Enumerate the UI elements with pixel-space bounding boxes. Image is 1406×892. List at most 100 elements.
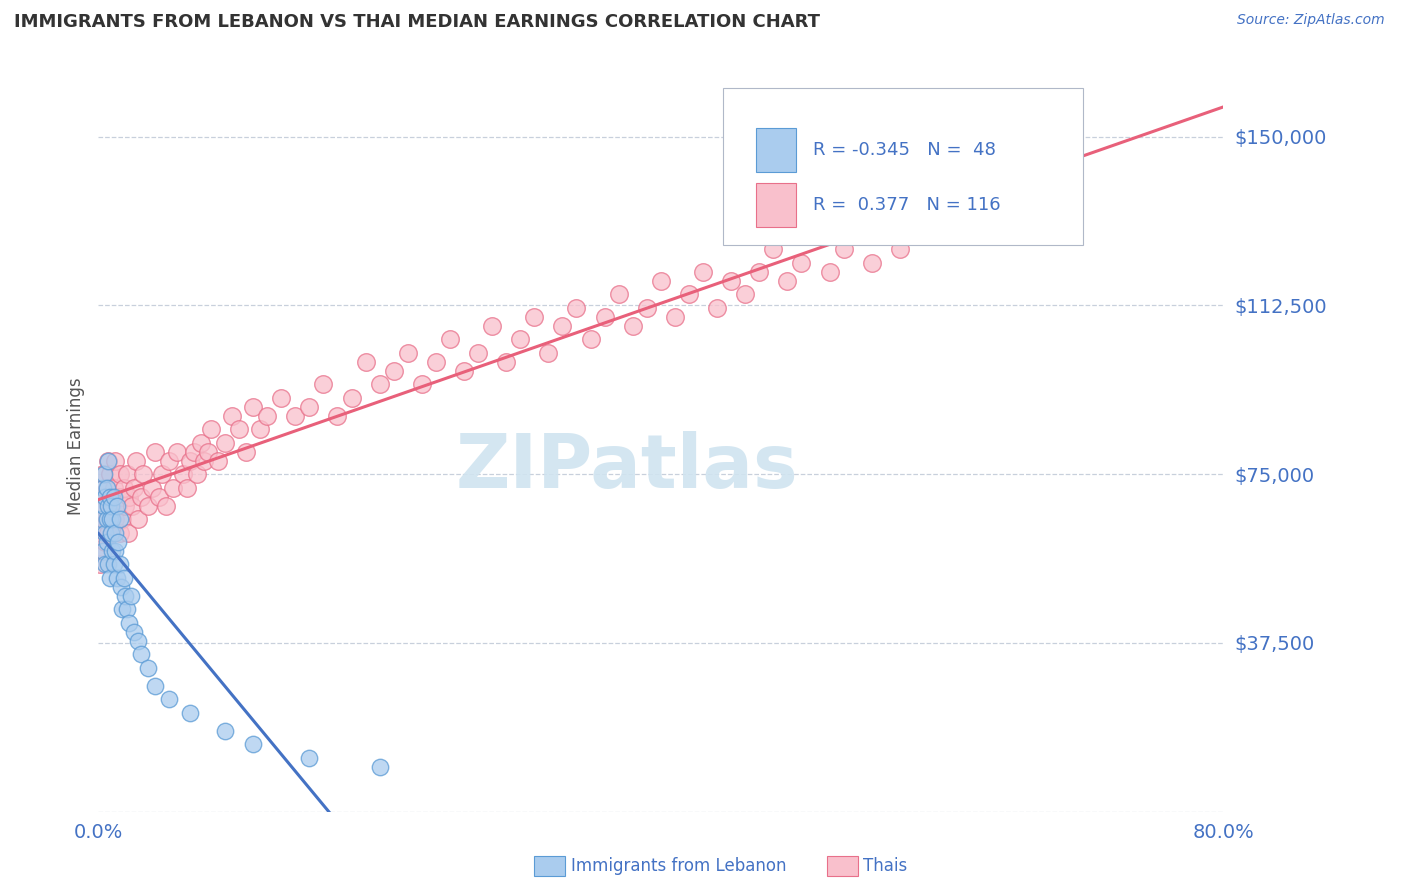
Point xyxy=(105,499,128,513)
Point xyxy=(537,345,560,359)
Point xyxy=(495,354,517,368)
Point xyxy=(101,499,124,513)
Point xyxy=(97,453,120,467)
Point xyxy=(98,499,121,513)
Point xyxy=(162,481,184,495)
Point xyxy=(411,377,433,392)
Point xyxy=(108,525,131,540)
Point xyxy=(93,512,115,526)
Point xyxy=(875,228,897,243)
Point xyxy=(90,512,112,526)
Point xyxy=(94,490,117,504)
Point xyxy=(110,580,132,594)
Point xyxy=(118,615,141,630)
Point xyxy=(94,499,117,513)
Point xyxy=(100,512,122,526)
Point xyxy=(108,557,131,571)
Point xyxy=(111,602,134,616)
Text: R =  0.377   N = 116: R = 0.377 N = 116 xyxy=(813,195,1000,213)
Point xyxy=(110,490,132,504)
Point xyxy=(94,534,117,549)
Point xyxy=(107,534,129,549)
Point xyxy=(103,490,125,504)
Point xyxy=(157,453,180,467)
Point xyxy=(97,525,120,540)
Point xyxy=(551,318,574,333)
Point xyxy=(107,499,129,513)
Point xyxy=(467,345,489,359)
Point xyxy=(579,332,602,346)
Point xyxy=(125,453,148,467)
Point xyxy=(453,363,475,377)
Point xyxy=(242,737,264,751)
Point xyxy=(593,310,616,324)
Point xyxy=(96,512,118,526)
FancyBboxPatch shape xyxy=(756,183,796,227)
Point xyxy=(183,444,205,458)
Point xyxy=(523,310,546,324)
Point xyxy=(340,391,363,405)
Point xyxy=(186,467,208,482)
Point xyxy=(112,481,135,495)
Point xyxy=(90,525,112,540)
Point xyxy=(98,490,121,504)
Point xyxy=(111,512,134,526)
Point xyxy=(270,391,292,405)
Point xyxy=(382,363,405,377)
Point xyxy=(903,211,925,225)
Point xyxy=(136,661,159,675)
Point xyxy=(91,467,114,482)
Point xyxy=(91,543,114,558)
Point xyxy=(141,481,163,495)
Point xyxy=(179,706,201,720)
Point xyxy=(425,354,447,368)
Point xyxy=(776,274,799,288)
Point xyxy=(692,264,714,278)
Point xyxy=(101,543,124,558)
Text: Source: ZipAtlas.com: Source: ZipAtlas.com xyxy=(1237,13,1385,28)
Point xyxy=(256,409,278,423)
Point xyxy=(298,750,321,764)
Text: ZIPatlas: ZIPatlas xyxy=(456,432,799,505)
Point xyxy=(93,467,115,482)
Point xyxy=(860,255,883,269)
FancyBboxPatch shape xyxy=(723,87,1083,245)
Point xyxy=(818,264,841,278)
Point xyxy=(129,490,152,504)
Point xyxy=(748,264,770,278)
Point xyxy=(143,444,166,458)
Point xyxy=(368,760,391,774)
Text: IMMIGRANTS FROM LEBANON VS THAI MEDIAN EARNINGS CORRELATION CHART: IMMIGRANTS FROM LEBANON VS THAI MEDIAN E… xyxy=(14,13,820,31)
Point xyxy=(179,453,201,467)
Point xyxy=(762,242,785,256)
Point xyxy=(889,242,911,256)
Point xyxy=(481,318,503,333)
Point xyxy=(115,602,138,616)
Point xyxy=(103,557,125,571)
Point xyxy=(214,723,236,738)
Point xyxy=(104,453,127,467)
Point xyxy=(122,481,145,495)
Point xyxy=(129,647,152,661)
Point xyxy=(917,228,939,243)
Point xyxy=(94,525,117,540)
Text: Immigrants from Lebanon: Immigrants from Lebanon xyxy=(571,857,786,875)
Point xyxy=(127,633,149,648)
Point xyxy=(91,481,114,495)
Point xyxy=(127,512,149,526)
Point xyxy=(143,679,166,693)
Point xyxy=(105,490,128,504)
Point xyxy=(93,499,115,513)
Point xyxy=(214,435,236,450)
Point xyxy=(678,287,700,301)
Point xyxy=(96,512,118,526)
Point xyxy=(122,624,145,639)
Point xyxy=(650,274,672,288)
Point xyxy=(94,557,117,571)
Point xyxy=(945,219,967,234)
Point xyxy=(172,467,194,482)
Point xyxy=(114,499,136,513)
Point xyxy=(249,422,271,436)
Point xyxy=(931,197,953,211)
Point xyxy=(155,499,177,513)
